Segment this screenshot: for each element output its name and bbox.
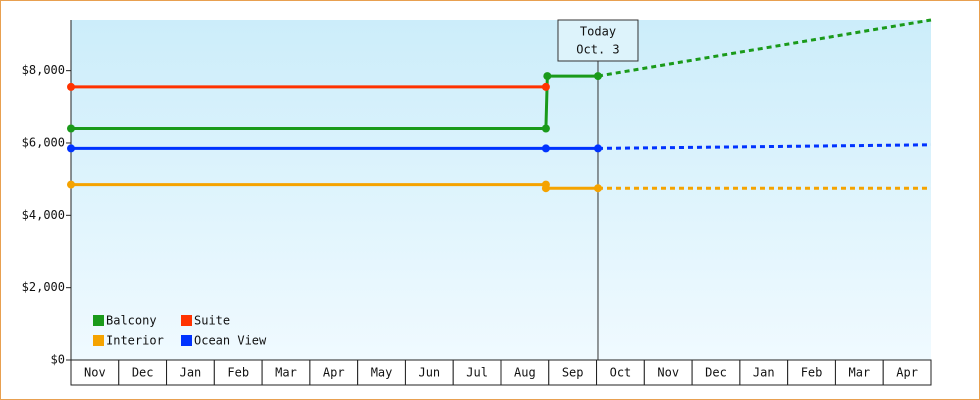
legend-label: Suite [194,314,230,328]
point [67,144,75,153]
legend-label: Balcony [106,314,157,328]
forecast-line [597,18,932,78]
annotation-text: Oct. 3 [576,43,619,57]
point [541,144,550,153]
point [541,82,550,91]
x-tick-label: Oct [610,366,632,380]
x-tick-label: May [371,366,393,380]
x-tick-label: Jan [753,366,775,380]
y-tick-label: $0 [51,353,65,367]
x-cell [596,359,645,386]
point [593,184,602,193]
x-tick-label: Aug [514,366,536,380]
x-tick-label: Feb [227,366,249,380]
point [67,82,75,91]
x-cell [213,359,263,386]
point [541,124,550,133]
point [67,180,75,189]
x-cell [787,359,836,386]
series-line [71,74,598,131]
y-tick-label: $8,000 [22,63,65,77]
x-tick-label: Mar [848,366,870,380]
y-tick-label: $4,000 [22,208,65,222]
y-tick-label: $6,000 [22,135,65,149]
point [593,72,602,81]
legend-swatch [93,335,104,346]
x-cell [118,359,168,386]
x-tick-label: Mar [275,366,297,380]
x-cell [166,359,215,386]
point [67,124,75,133]
x-tick-label: Jan [180,366,202,380]
x-tick-label: Dec [132,366,154,380]
x-tick-label: Apr [323,366,345,380]
legend-label: Interior [106,334,164,348]
x-tick-label: Apr [896,366,918,380]
legend-swatch [93,315,104,326]
forecast-line [597,143,932,150]
point [593,144,602,153]
x-tick-label: Jul [466,366,488,380]
x-cell [261,359,311,386]
x-tick-label: Nov [84,366,106,380]
point [541,184,550,193]
x-cell [404,359,454,386]
x-tick-label: Sep [562,366,584,380]
x-cell [739,359,789,386]
x-cell [643,359,693,386]
plot-area [71,20,931,360]
annotation-text: Today [580,25,616,39]
x-tick-label: Nov [657,366,679,380]
legend-swatch [181,335,192,346]
y-tick-label: $2,000 [22,280,65,294]
x-tick-label: Feb [801,366,823,380]
point [543,72,552,81]
x-tick-label: Jun [418,366,440,380]
x-tick-label: Dec [705,366,727,380]
x-cell [882,359,932,386]
x-cell [500,359,550,386]
x-cell [70,359,120,386]
annotation-box [557,19,639,62]
legend-label: Ocean View [194,334,267,348]
legend-swatch [181,315,192,326]
